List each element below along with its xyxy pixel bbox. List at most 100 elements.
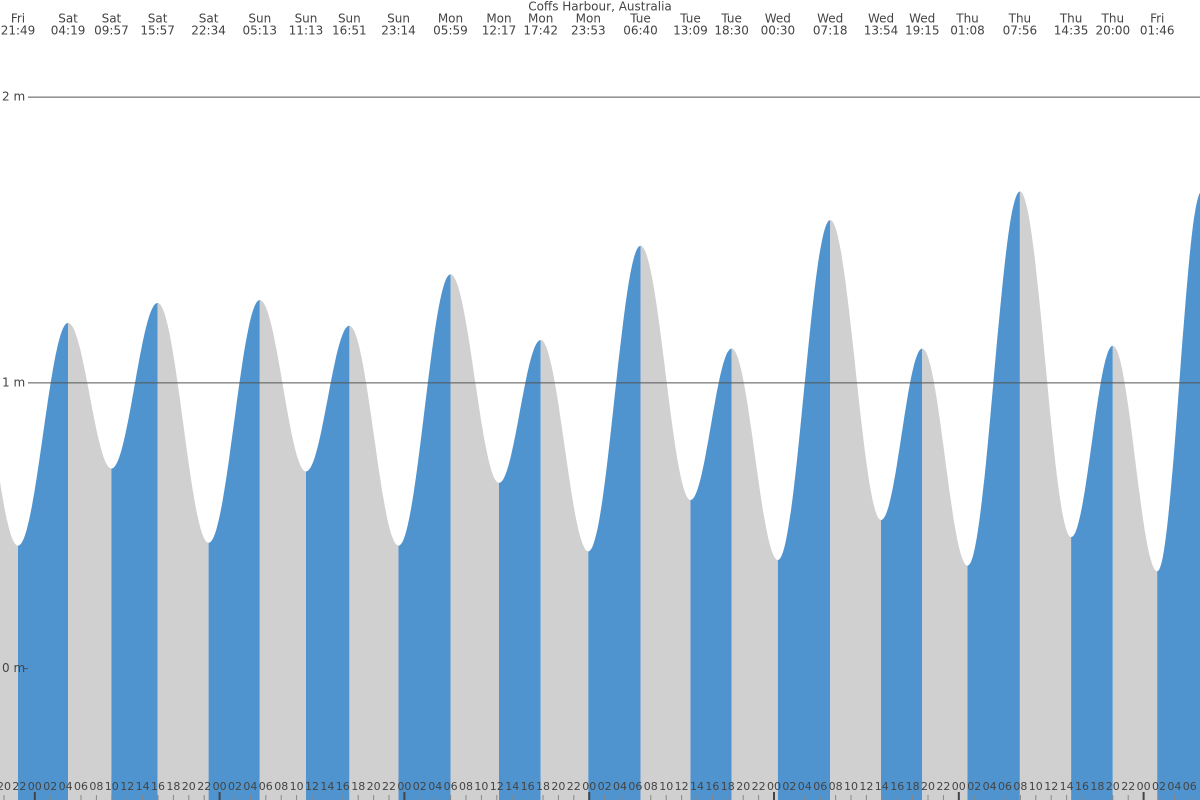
- event-day: Thu: [1101, 12, 1125, 26]
- hour-label: 18: [906, 780, 920, 793]
- hour-label: 08: [89, 780, 103, 793]
- hour-label: 02: [228, 780, 242, 793]
- event-day: Mon: [528, 12, 553, 26]
- event-day: Fri: [1150, 12, 1164, 26]
- event-time: 21:49: [1, 24, 36, 38]
- event-time: 15:57: [140, 24, 175, 38]
- event-time: 19:15: [905, 24, 940, 38]
- hour-label: 02: [967, 780, 981, 793]
- event-day: Wed: [909, 12, 935, 26]
- event-time: 23:53: [571, 24, 606, 38]
- hour-label: 14: [505, 780, 519, 793]
- rising-tide: [499, 340, 541, 800]
- event-time: 01:46: [1140, 24, 1175, 38]
- rising-tide: [111, 302, 158, 800]
- event-day: Wed: [817, 12, 843, 26]
- hour-label: 08: [644, 780, 658, 793]
- hour-label: 16: [705, 780, 719, 793]
- event-time: 00:30: [761, 24, 796, 38]
- event-day: Sat: [148, 12, 168, 26]
- event-time: 23:14: [381, 24, 416, 38]
- hour-label: 16: [336, 780, 350, 793]
- rising-tide: [398, 274, 451, 800]
- falling-tide: [540, 340, 589, 800]
- hour-label: 04: [1167, 780, 1181, 793]
- hour-label: 16: [151, 780, 165, 793]
- event-time: 13:54: [864, 24, 899, 38]
- hour-label: 10: [1029, 780, 1043, 793]
- falling-tide: [922, 348, 968, 800]
- hour-label: 04: [243, 780, 257, 793]
- hour-label: 10: [474, 780, 488, 793]
- hour-label: 22: [1121, 780, 1135, 793]
- hour-label: 22: [197, 780, 211, 793]
- event-day: Tue: [679, 12, 701, 26]
- hour-label: 08: [1013, 780, 1027, 793]
- hour-label: 00: [767, 780, 781, 793]
- hour-label: 00: [213, 780, 227, 793]
- falling-tide: [349, 325, 399, 800]
- hour-label: 14: [690, 780, 704, 793]
- falling-tide: [640, 245, 691, 800]
- event-day: Tue: [720, 12, 742, 26]
- hour-label: 12: [859, 780, 873, 793]
- event-day: Sun: [338, 12, 361, 26]
- rising-tide: [306, 325, 350, 800]
- hour-label: 06: [628, 780, 642, 793]
- event-day: Sat: [58, 12, 78, 26]
- hour-label: 20: [551, 780, 565, 793]
- falling-tide: [830, 220, 881, 800]
- hour-label: 12: [120, 780, 134, 793]
- hour-label: 02: [413, 780, 427, 793]
- event-day: Fri: [11, 12, 25, 26]
- y-tick-label: 0 m: [2, 661, 25, 675]
- rising-tide: [588, 245, 641, 800]
- hour-label: 06: [444, 780, 458, 793]
- hour-label: 22: [12, 780, 26, 793]
- event-time: 22:34: [191, 24, 226, 38]
- event-time: 17:42: [523, 24, 558, 38]
- hour-label: 06: [1183, 780, 1197, 793]
- event-time: 20:00: [1096, 24, 1131, 38]
- hour-label: 14: [136, 780, 150, 793]
- falling-tide: [259, 300, 306, 800]
- hour-label: 20: [367, 780, 381, 793]
- event-time: 16:51: [332, 24, 367, 38]
- hour-label: 12: [1044, 780, 1058, 793]
- hour-label: 02: [598, 780, 612, 793]
- event-time: 05:13: [242, 24, 277, 38]
- hour-label: 00: [582, 780, 596, 793]
- event-time: 11:13: [289, 24, 324, 38]
- hour-label: 00: [952, 780, 966, 793]
- event-day: Thu: [955, 12, 979, 26]
- hour-label: 12: [305, 780, 319, 793]
- hour-label: 22: [567, 780, 581, 793]
- event-time: 12:17: [482, 24, 517, 38]
- event-time: 13:09: [673, 24, 708, 38]
- hour-label: 04: [613, 780, 627, 793]
- hour-label: 16: [890, 780, 904, 793]
- hour-label: 06: [813, 780, 827, 793]
- falling-tide: [68, 322, 112, 800]
- hour-label: 10: [105, 780, 119, 793]
- hour-label: 20: [736, 780, 750, 793]
- rising-tide: [1157, 192, 1200, 800]
- hour-label: 18: [351, 780, 365, 793]
- event-day: Sat: [199, 12, 219, 26]
- event-day: Sun: [295, 12, 318, 26]
- event-day: Wed: [868, 12, 894, 26]
- hour-label: 12: [490, 780, 504, 793]
- event-time: 18:30: [714, 24, 749, 38]
- hour-label: 20: [182, 780, 196, 793]
- event-day: Tue: [629, 12, 651, 26]
- y-tick-label: 1 m: [2, 375, 25, 389]
- hour-label: 16: [521, 780, 535, 793]
- hour-label: 22: [382, 780, 396, 793]
- event-time: 04:19: [51, 24, 86, 38]
- event-day: Mon: [438, 12, 463, 26]
- hour-label: 22: [936, 780, 950, 793]
- event-time: 01:08: [950, 24, 985, 38]
- event-day: Thu: [1008, 12, 1032, 26]
- falling-tide: [450, 274, 499, 800]
